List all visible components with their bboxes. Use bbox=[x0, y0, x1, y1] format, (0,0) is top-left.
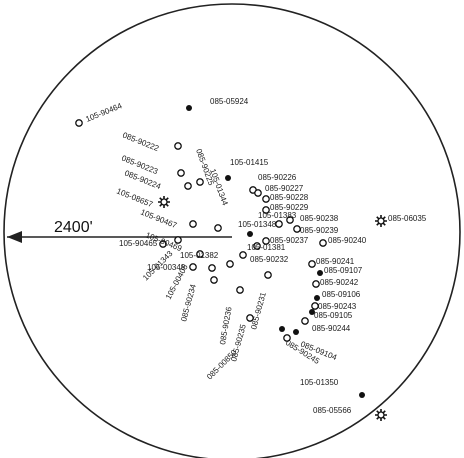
well-marker-star-icon bbox=[375, 409, 387, 421]
well-label: 105-90467 bbox=[139, 208, 178, 231]
well-label: 085-90237 bbox=[270, 236, 309, 245]
well-marker-open-icon bbox=[246, 314, 254, 322]
well-label: 085-90227 bbox=[265, 184, 304, 193]
well-marker-open-icon bbox=[308, 260, 316, 268]
well-marker-open-icon bbox=[262, 195, 270, 203]
well-label: 085-90240 bbox=[328, 236, 367, 245]
well-marker-open-icon bbox=[75, 119, 83, 127]
well-label: 085-09106 bbox=[322, 290, 361, 299]
well-marker-open-icon bbox=[239, 251, 247, 259]
well-label: 085-90228 bbox=[270, 193, 309, 202]
well-marker-open-icon bbox=[189, 263, 197, 271]
well-marker-open-icon bbox=[262, 237, 270, 245]
wells-layer: 105-90464 085-05924085-90222085-90223085-… bbox=[75, 97, 427, 421]
radius-boundary-circle bbox=[3, 3, 461, 458]
well-marker-filled-icon bbox=[317, 270, 323, 276]
well-marker-star-icon bbox=[158, 196, 170, 208]
well-marker-open-icon bbox=[319, 239, 327, 247]
well-marker-open-icon bbox=[283, 334, 291, 342]
well-label: 085-90229 bbox=[270, 203, 309, 212]
well-marker-open-icon bbox=[254, 189, 262, 197]
well-marker-open-icon bbox=[214, 224, 222, 232]
well-marker-open-icon bbox=[226, 260, 234, 268]
well-label: 085-05566 bbox=[313, 406, 352, 415]
scale-label: 2400' bbox=[54, 219, 93, 236]
well-label: 105-00348 bbox=[147, 263, 186, 272]
well-marker-open-icon bbox=[174, 236, 182, 244]
well-marker-open-icon bbox=[184, 182, 192, 190]
well-label: 085-90234 bbox=[179, 283, 198, 323]
well-marker-filled-icon bbox=[359, 392, 365, 398]
well-marker-open-icon bbox=[189, 220, 197, 228]
well-marker-open-icon bbox=[264, 271, 272, 279]
well-label: 105-01383 bbox=[258, 211, 297, 220]
well-marker-open-icon bbox=[210, 276, 218, 284]
well-marker-open-icon bbox=[196, 250, 204, 258]
well-marker-open-icon bbox=[262, 206, 270, 214]
well-marker-filled-icon bbox=[309, 309, 315, 315]
well-marker-open-icon bbox=[159, 240, 167, 248]
well-label: 085-90236 bbox=[218, 306, 234, 346]
well-marker-open-icon bbox=[301, 317, 309, 325]
well-label: 085-90241 bbox=[316, 257, 355, 266]
well-label: 105-01350 bbox=[300, 378, 339, 387]
well-marker-filled-icon bbox=[247, 231, 253, 237]
well-label: 085-90244 bbox=[312, 324, 351, 333]
well-label: 085-05924 bbox=[210, 97, 249, 106]
well-label: 085-06035 bbox=[388, 214, 427, 223]
well-marker-open-icon bbox=[208, 264, 216, 272]
well-label: 085-09105 bbox=[314, 311, 353, 320]
well-label: 105-90464 bbox=[84, 101, 123, 124]
scale-arrow bbox=[7, 231, 232, 243]
well-marker-filled-icon bbox=[225, 175, 231, 181]
well-label: 085-90226 bbox=[258, 173, 297, 182]
well-label: 105-01382 bbox=[180, 251, 219, 260]
well-marker-open-icon bbox=[236, 286, 244, 294]
well-label: 105-90465 bbox=[119, 239, 158, 248]
well-label: 085-90231 bbox=[249, 291, 268, 331]
well-marker-open-icon bbox=[293, 225, 301, 233]
well-marker-filled-icon bbox=[279, 326, 285, 332]
well-label: 085-90238 bbox=[300, 214, 339, 223]
well-marker-filled-icon bbox=[293, 329, 299, 335]
well-marker-open-icon bbox=[253, 242, 261, 250]
well-label: 105-08657 bbox=[115, 187, 154, 210]
well-marker-filled-icon bbox=[314, 295, 320, 301]
well-label: 085-90222 bbox=[121, 131, 160, 154]
well-marker-open-icon bbox=[275, 220, 283, 228]
well-label: 085-00850 bbox=[205, 348, 239, 382]
well-label: 085-90239 bbox=[300, 226, 339, 235]
well-marker-open-icon bbox=[312, 280, 320, 288]
well-label: 085-90243 bbox=[318, 302, 357, 311]
well-marker-open-icon bbox=[311, 302, 319, 310]
well-marker-open-icon bbox=[196, 178, 204, 186]
well-marker-open-icon bbox=[177, 169, 185, 177]
well-marker-star-icon bbox=[375, 215, 387, 227]
well-label: 105-01344 bbox=[208, 168, 230, 208]
well-label: 105-01348 bbox=[238, 220, 277, 229]
well-label: 105-01381 bbox=[247, 243, 286, 252]
well-marker-open-icon bbox=[174, 142, 182, 150]
well-label: 085-90242 bbox=[320, 278, 359, 287]
well-label: 105-01415 bbox=[230, 158, 269, 167]
well-marker-open-icon bbox=[286, 216, 294, 224]
well-marker-filled-icon bbox=[186, 105, 192, 111]
well-label: 085-09107 bbox=[324, 266, 363, 275]
well-label: 085-90232 bbox=[250, 255, 289, 264]
